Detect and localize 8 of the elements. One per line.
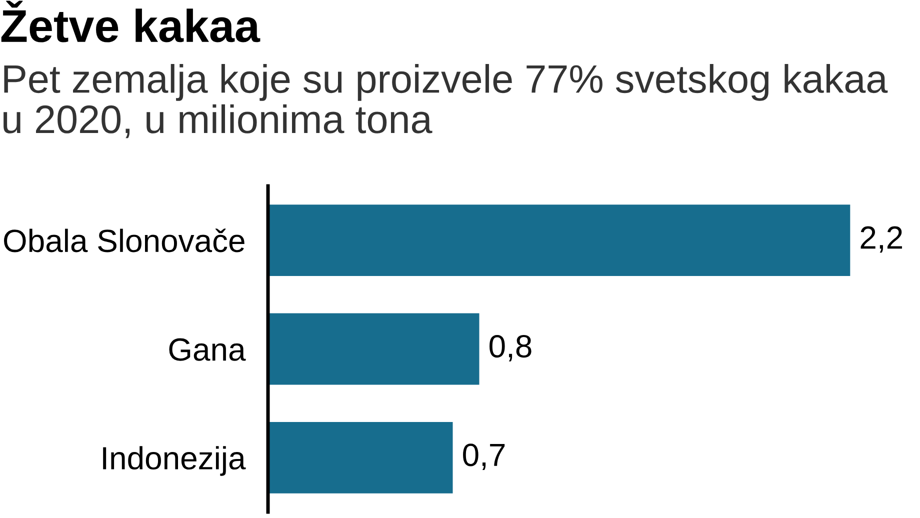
- data-label: 0,8: [490, 334, 532, 362]
- data-label: 2,2: [860, 226, 902, 253]
- chart-title: Žetve kakaa: [1, 0, 260, 42]
- chart-subtitle: Pet zemalja koje su proizvele 77% svetskog kakaa u 2020, u milionima tona: [4, 64, 888, 138]
- y-tick-label: Obala Slonovače: [4, 228, 244, 252]
- y-tick-label: Indonezija: [103, 446, 246, 476]
- data-label: 0,7: [463, 444, 505, 470]
- y-tick-label: Gana: [169, 338, 246, 361]
